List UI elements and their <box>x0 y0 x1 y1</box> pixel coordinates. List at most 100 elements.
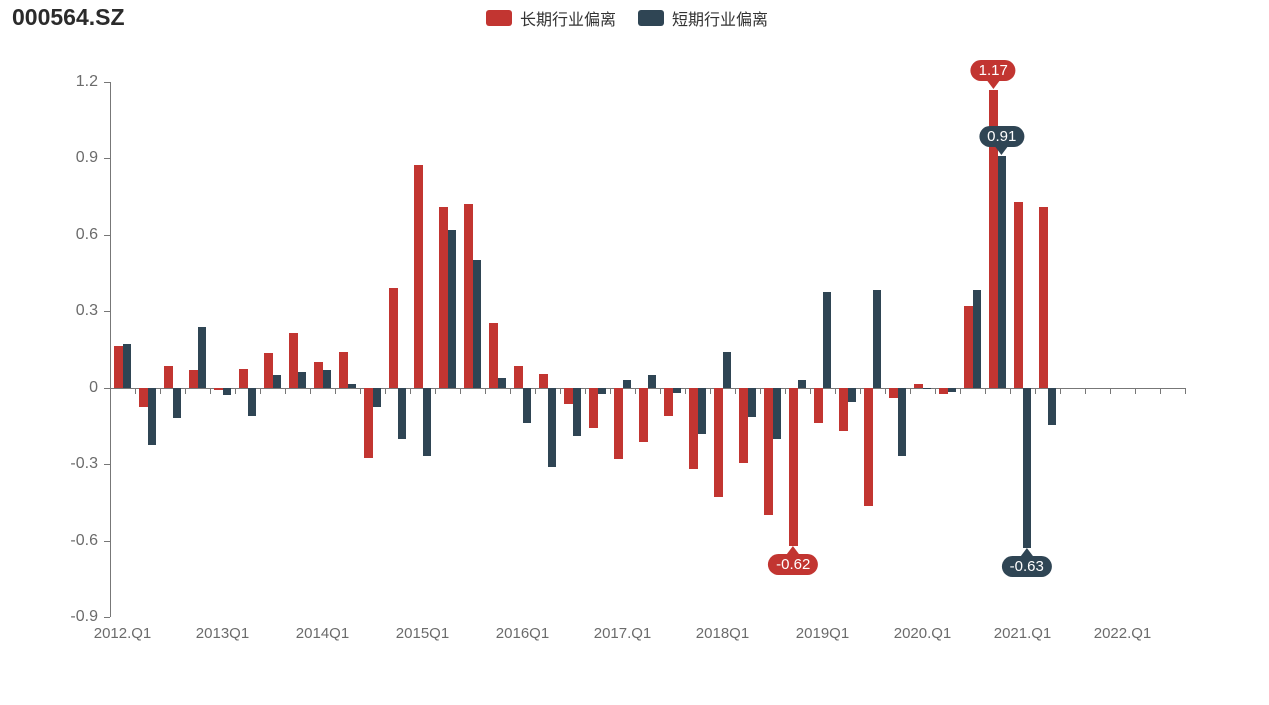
mark-point-label: 1.17 <box>971 60 1016 81</box>
y-tick-mark <box>104 541 110 542</box>
bar-long <box>1014 202 1023 388</box>
x-tick-mark <box>1060 388 1061 394</box>
bar-long <box>914 384 923 388</box>
bar-short <box>748 388 757 417</box>
y-tick-mark <box>104 464 110 465</box>
bar-short <box>623 380 632 388</box>
bar-short <box>1023 388 1032 549</box>
bar-short <box>923 388 932 389</box>
x-tick-mark <box>510 388 511 394</box>
bar-short <box>898 388 907 457</box>
x-tick-label: 2017.Q1 <box>594 625 652 642</box>
bar-short <box>198 327 207 388</box>
bar-short <box>873 290 882 388</box>
chart-title: 000564.SZ <box>12 4 125 31</box>
bar-short <box>548 388 557 467</box>
x-tick-mark <box>885 388 886 394</box>
bar-long <box>564 388 573 405</box>
x-tick-mark <box>1035 388 1036 394</box>
bar-short <box>473 260 482 387</box>
x-tick-mark <box>860 388 861 394</box>
bar-long <box>1039 207 1048 388</box>
x-tick-label: 2021.Q1 <box>994 625 1052 642</box>
y-tick-mark <box>104 311 110 312</box>
x-tick-label: 2019Q1 <box>796 625 849 642</box>
x-tick-mark <box>1085 388 1086 394</box>
bar-short <box>523 388 532 424</box>
x-tick-mark <box>960 388 961 394</box>
bar-long <box>439 207 448 388</box>
bar-short <box>723 352 732 388</box>
x-tick-mark <box>160 388 161 394</box>
bar-short <box>648 375 657 388</box>
bar-long <box>639 388 648 443</box>
bar-long <box>739 388 748 463</box>
bar-long <box>339 352 348 388</box>
x-tick-label: 2022.Q1 <box>1094 625 1152 642</box>
x-tick-label: 2014Q1 <box>296 625 349 642</box>
x-tick-mark <box>835 388 836 394</box>
bar-short <box>598 388 607 394</box>
bar-long <box>464 204 473 387</box>
bar-short <box>773 388 782 439</box>
bar-long <box>139 388 148 407</box>
mark-point-tail <box>987 81 999 89</box>
bar-short <box>948 388 957 392</box>
bar-short <box>173 388 182 419</box>
bar-long <box>364 388 373 458</box>
legend: 长期行业偏离 短期行业偏离 <box>486 6 768 30</box>
x-tick-mark <box>685 388 686 394</box>
bar-long <box>939 388 948 394</box>
mark-point-tail <box>787 546 799 554</box>
x-tick-mark <box>1135 388 1136 394</box>
bar-short <box>698 388 707 434</box>
mark-point: 0.91 <box>979 126 1024 155</box>
x-tick-mark <box>610 388 611 394</box>
x-tick-mark <box>410 388 411 394</box>
bar-short <box>798 380 807 388</box>
bar-long <box>614 388 623 459</box>
bar-short <box>323 370 332 388</box>
bar-long <box>714 388 723 498</box>
mark-point-label: -0.62 <box>768 554 818 575</box>
y-tick-mark <box>104 82 110 83</box>
bar-long <box>164 366 173 388</box>
x-tick-label: 2018Q1 <box>696 625 749 642</box>
bar-short <box>423 388 432 457</box>
x-tick-mark <box>1160 388 1161 394</box>
y-tick-label: 0.6 <box>0 226 98 244</box>
y-tick-label: -0.3 <box>0 455 98 473</box>
bar-long <box>789 388 798 546</box>
x-tick-mark <box>735 388 736 394</box>
x-tick-mark <box>360 388 361 394</box>
bar-short <box>498 378 507 388</box>
legend-item-short[interactable]: 短期行业偏离 <box>638 6 768 30</box>
x-tick-mark <box>285 388 286 394</box>
bar-long <box>114 346 123 388</box>
x-tick-mark <box>235 388 236 394</box>
mark-point: 1.17 <box>971 60 1016 89</box>
x-tick-mark <box>785 388 786 394</box>
y-tick-mark <box>104 235 110 236</box>
x-tick-label: 2016Q1 <box>496 625 549 642</box>
y-tick-label: 0 <box>0 379 98 397</box>
x-tick-label: 2013Q1 <box>196 625 249 642</box>
bar-long <box>239 369 248 388</box>
bar-short <box>673 388 682 393</box>
y-axis-line <box>110 82 111 617</box>
mark-point-tail <box>996 147 1008 155</box>
legend-item-long[interactable]: 长期行业偏离 <box>486 6 616 30</box>
y-tick-label: -0.9 <box>0 608 98 626</box>
bar-short <box>1048 388 1057 425</box>
bar-long <box>764 388 773 515</box>
y-tick-label: -0.6 <box>0 532 98 550</box>
x-tick-mark <box>535 388 536 394</box>
bar-long <box>489 323 498 388</box>
mark-point-tail <box>1021 548 1033 556</box>
x-tick-mark <box>310 388 311 394</box>
bar-short <box>823 292 832 388</box>
bar-long <box>314 362 323 387</box>
bar-long <box>189 370 198 388</box>
bar-short <box>148 388 157 445</box>
bar-long <box>664 388 673 416</box>
